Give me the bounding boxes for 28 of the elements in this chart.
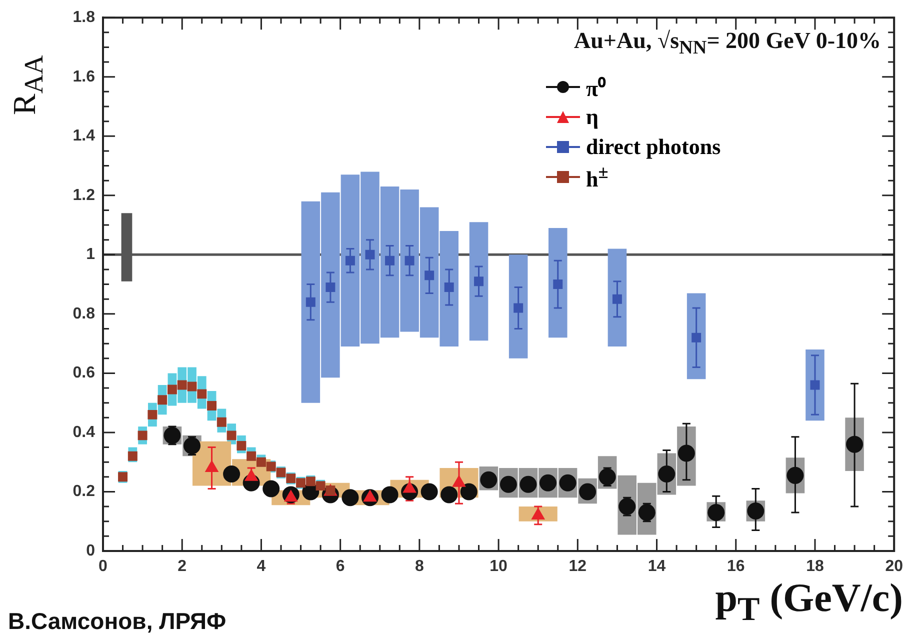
x-axis-title: p$_{T}$ (GeV/c) <box>715 574 903 629</box>
text: В.Самсонов, ЛРЯФ <box>8 608 226 635</box>
legend-label: direct photons <box>586 134 721 160</box>
y-tick-label: 0.4 <box>72 424 96 441</box>
x-tick-label: 2 <box>178 558 187 576</box>
legend-label: η <box>586 104 598 130</box>
y-tick-label: 0.8 <box>72 305 96 322</box>
x-tick-label: 0 <box>98 558 108 576</box>
y-tick-label: 0 <box>86 542 96 560</box>
x-tick-label: 8 <box>414 558 424 576</box>
x-tick-label: 16 <box>726 558 745 576</box>
y-tick-label: 0.6 <box>72 364 96 382</box>
legend-label: h$^{±}$ <box>586 162 608 192</box>
x-tick-label: 14 <box>648 558 666 576</box>
x-tick-label: 4 <box>256 558 266 576</box>
legend-label: π⁰ <box>586 75 606 102</box>
x-tick-label: 12 <box>568 558 587 576</box>
y-tick-label: 1.2 <box>72 186 96 204</box>
y-tick-label: 1.4 <box>72 128 96 145</box>
y-tick-label: 0.2 <box>72 483 96 500</box>
annotation: Au+Au, √s$_{NN}$= 200 GeV 0-10% <box>574 28 881 60</box>
x-tick-label: 18 <box>806 558 824 576</box>
x-tick-label: 10 <box>490 558 508 576</box>
x-tick-label: 6 <box>336 558 345 576</box>
y-tick-label: 1.8 <box>72 9 96 26</box>
y-tick-label: 1 <box>86 246 96 264</box>
x-tick-label: 20 <box>885 558 904 576</box>
y-tick-label: 1.6 <box>72 68 96 86</box>
